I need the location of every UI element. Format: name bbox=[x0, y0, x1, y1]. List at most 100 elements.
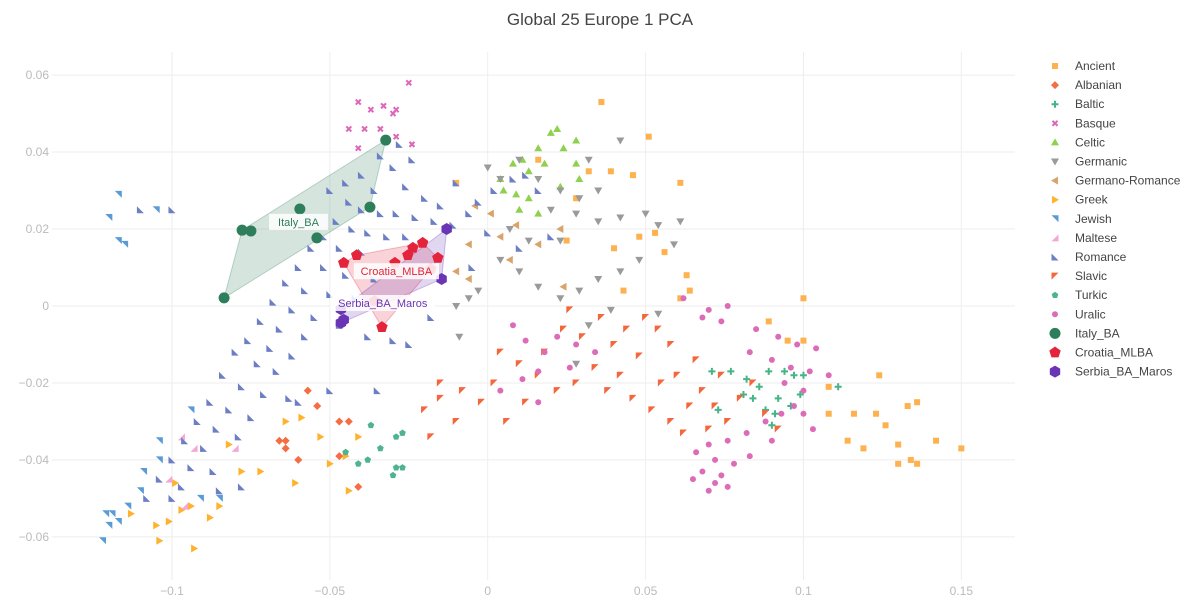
data-point bbox=[165, 517, 173, 526]
legend-marker bbox=[1051, 100, 1059, 108]
data-point bbox=[464, 240, 472, 249]
data-point bbox=[121, 240, 129, 248]
data-point bbox=[288, 352, 296, 360]
legend-item[interactable]: Romance bbox=[1051, 250, 1127, 264]
data-point bbox=[272, 367, 280, 375]
data-point bbox=[405, 340, 413, 348]
data-point bbox=[168, 494, 176, 502]
data-point bbox=[310, 314, 318, 322]
legend-item[interactable]: Maltese bbox=[1051, 231, 1118, 245]
legend-item[interactable]: Turkic bbox=[1051, 288, 1108, 302]
data-point bbox=[392, 210, 400, 218]
legend-item[interactable]: Italy_BA bbox=[1049, 326, 1120, 340]
data-point bbox=[237, 383, 245, 391]
data-point bbox=[914, 460, 921, 467]
data-point bbox=[364, 333, 372, 341]
data-point bbox=[534, 175, 543, 183]
data-point bbox=[594, 276, 603, 284]
data-point bbox=[515, 205, 524, 213]
data-point bbox=[635, 256, 644, 264]
data-point bbox=[496, 232, 504, 241]
data-point bbox=[546, 206, 555, 214]
data-point bbox=[298, 413, 306, 422]
data-point bbox=[436, 202, 444, 210]
x-tick-label: 0.1 bbox=[795, 584, 812, 598]
legend-item[interactable]: Serbia_BA_Maros bbox=[1049, 365, 1173, 379]
series-turkic bbox=[342, 421, 406, 479]
data-point bbox=[389, 163, 397, 171]
data-point bbox=[245, 225, 257, 237]
data-point bbox=[187, 406, 195, 414]
data-point bbox=[724, 417, 732, 425]
data-point bbox=[584, 322, 593, 330]
data-point bbox=[800, 295, 807, 302]
legend-item[interactable]: Baltic bbox=[1051, 97, 1105, 111]
legend-item[interactable]: Celtic bbox=[1051, 135, 1105, 149]
data-point bbox=[421, 406, 429, 414]
data-point bbox=[553, 124, 562, 132]
y-tick-label: −0.06 bbox=[19, 530, 50, 544]
data-point bbox=[834, 383, 842, 391]
data-point bbox=[380, 102, 387, 110]
data-point bbox=[616, 214, 625, 222]
data-point bbox=[247, 414, 255, 422]
data-point bbox=[540, 159, 549, 167]
legend-marker bbox=[1051, 138, 1059, 146]
data-point bbox=[693, 449, 700, 456]
data-point bbox=[534, 144, 543, 152]
data-point bbox=[399, 429, 406, 436]
data-point bbox=[357, 206, 365, 214]
data-point bbox=[648, 406, 656, 414]
data-point bbox=[512, 221, 520, 230]
data-point bbox=[127, 509, 135, 518]
data-point bbox=[645, 133, 652, 140]
data-point bbox=[345, 486, 353, 495]
data-point bbox=[774, 425, 782, 433]
data-point bbox=[522, 171, 530, 179]
legend-label: Baltic bbox=[1075, 97, 1104, 111]
legend-item[interactable]: Basque bbox=[1051, 116, 1117, 130]
data-point bbox=[556, 225, 564, 234]
data-point bbox=[594, 187, 603, 195]
data-point bbox=[342, 448, 349, 456]
data-point bbox=[140, 467, 148, 475]
legend-item[interactable]: Croatia_MLBA bbox=[1049, 346, 1153, 360]
data-point bbox=[620, 287, 627, 294]
legend-item[interactable]: Uralic bbox=[1052, 307, 1106, 321]
data-point bbox=[933, 437, 940, 444]
x-tick-label: 0.15 bbox=[950, 584, 974, 598]
legend-label: Albanian bbox=[1075, 78, 1122, 92]
data-point bbox=[578, 333, 586, 341]
data-point bbox=[377, 125, 384, 133]
data-point bbox=[191, 544, 199, 553]
data-point bbox=[689, 476, 696, 483]
data-point bbox=[196, 494, 204, 502]
legend-item[interactable]: Jewish bbox=[1051, 212, 1112, 226]
data-point bbox=[395, 140, 403, 148]
data-point bbox=[768, 356, 775, 363]
data-point bbox=[313, 402, 322, 411]
label-background bbox=[269, 213, 328, 230]
legend-item[interactable]: Slavic bbox=[1051, 269, 1108, 283]
legend-item[interactable]: Albanian bbox=[1051, 78, 1122, 92]
data-point bbox=[231, 444, 239, 452]
data-point bbox=[282, 417, 290, 426]
data-point bbox=[326, 187, 334, 195]
data-point bbox=[547, 233, 555, 241]
legend-item[interactable]: Ancient bbox=[1052, 59, 1116, 73]
data-point bbox=[575, 195, 584, 203]
data-point bbox=[534, 187, 542, 195]
legend-item[interactable]: Germano-Romance bbox=[1051, 174, 1181, 188]
data-point bbox=[294, 398, 302, 406]
data-point bbox=[652, 229, 659, 236]
data-point bbox=[348, 225, 356, 233]
legend-item[interactable]: Greek bbox=[1052, 193, 1109, 207]
data-point bbox=[699, 468, 706, 475]
data-point bbox=[389, 471, 397, 479]
data-point bbox=[705, 441, 712, 448]
data-point bbox=[546, 128, 555, 136]
legend-label: Romance bbox=[1075, 250, 1127, 264]
legend-item[interactable]: Germanic bbox=[1051, 155, 1127, 169]
data-point bbox=[534, 283, 543, 291]
